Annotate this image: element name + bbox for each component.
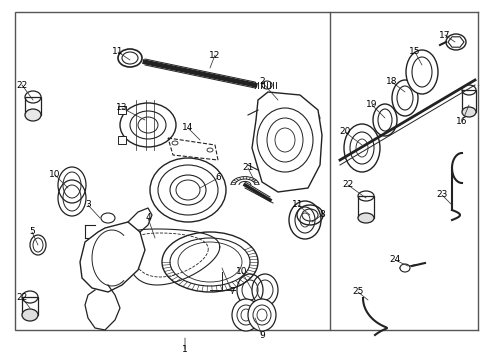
Text: 2: 2 <box>259 77 264 86</box>
Circle shape <box>428 57 433 62</box>
Text: 22: 22 <box>342 180 353 189</box>
Polygon shape <box>118 136 126 144</box>
Ellipse shape <box>357 213 373 223</box>
Text: 9: 9 <box>259 330 264 339</box>
Ellipse shape <box>170 175 205 205</box>
Polygon shape <box>251 92 321 192</box>
Circle shape <box>260 166 267 174</box>
Bar <box>25 97 41 115</box>
Circle shape <box>197 170 203 176</box>
Text: 17: 17 <box>438 31 450 40</box>
Ellipse shape <box>247 299 275 331</box>
Text: 23: 23 <box>435 190 447 199</box>
Circle shape <box>409 82 414 87</box>
Ellipse shape <box>25 109 41 121</box>
Bar <box>22 297 38 315</box>
Text: 11: 11 <box>112 48 123 57</box>
Ellipse shape <box>399 264 409 272</box>
Text: 10: 10 <box>49 171 61 180</box>
Text: 6: 6 <box>215 174 221 183</box>
Ellipse shape <box>150 158 225 222</box>
Text: 13: 13 <box>116 104 127 112</box>
Ellipse shape <box>405 50 437 94</box>
Circle shape <box>311 114 319 122</box>
Circle shape <box>258 106 265 114</box>
Ellipse shape <box>266 118 303 162</box>
Circle shape <box>419 87 424 93</box>
Ellipse shape <box>461 107 475 117</box>
Bar <box>357 196 373 218</box>
Circle shape <box>197 204 203 210</box>
Polygon shape <box>118 106 126 114</box>
Text: 20: 20 <box>339 127 350 136</box>
Polygon shape <box>80 222 145 292</box>
Ellipse shape <box>391 80 417 116</box>
Bar <box>461 90 475 112</box>
Circle shape <box>311 158 319 166</box>
Text: 15: 15 <box>408 48 420 57</box>
Text: 14: 14 <box>182 123 193 132</box>
Text: 4: 4 <box>145 213 150 222</box>
Text: 16: 16 <box>455 117 467 126</box>
Text: 1: 1 <box>182 345 187 354</box>
Circle shape <box>173 204 179 210</box>
Text: 10: 10 <box>236 267 247 276</box>
Text: 18: 18 <box>386 77 397 86</box>
Ellipse shape <box>343 124 379 172</box>
Text: 7: 7 <box>229 288 234 297</box>
Bar <box>15 12 329 330</box>
Text: 19: 19 <box>366 100 377 109</box>
Text: 22: 22 <box>16 293 27 302</box>
Text: 5: 5 <box>29 228 35 237</box>
Text: 3: 3 <box>85 201 91 210</box>
Circle shape <box>419 51 424 57</box>
Circle shape <box>208 187 215 193</box>
Text: 24: 24 <box>388 256 400 265</box>
Text: 22: 22 <box>16 81 27 90</box>
Ellipse shape <box>22 309 38 321</box>
Ellipse shape <box>372 104 396 136</box>
Ellipse shape <box>231 299 260 331</box>
Circle shape <box>173 170 179 176</box>
Text: 21: 21 <box>242 163 253 172</box>
Text: 8: 8 <box>319 211 324 220</box>
Text: 25: 25 <box>351 288 363 297</box>
Text: 12: 12 <box>209 50 220 59</box>
Circle shape <box>428 82 433 87</box>
Circle shape <box>409 57 414 62</box>
Circle shape <box>161 187 167 193</box>
Text: 11: 11 <box>292 201 303 210</box>
